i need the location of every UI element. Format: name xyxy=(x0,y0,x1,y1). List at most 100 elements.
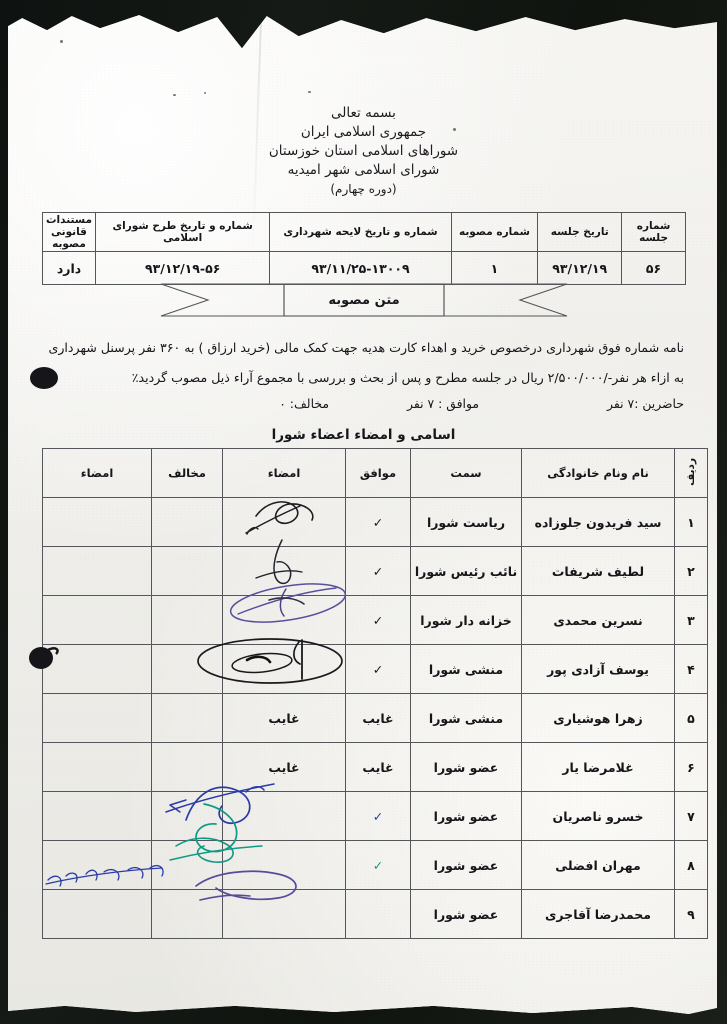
count-oppose: مخالف: ۰ xyxy=(279,396,329,411)
cell-signature-oppose xyxy=(42,889,152,939)
cell-signature-oppose xyxy=(42,497,152,547)
cell-signature-agree xyxy=(222,497,346,547)
table-row: ۳ نسرین محمدی خزانه دار شورا ✓ xyxy=(42,595,708,645)
table-row: ۱ سید فریدون جلوزاده ریاست شورا ✓ xyxy=(42,497,708,547)
cell-signature-agree xyxy=(222,546,346,596)
cell-agree-mark: ✓ xyxy=(345,840,411,890)
paper-speck xyxy=(308,91,311,93)
cell-position: عضو شورا xyxy=(410,742,522,792)
cell-row-number: ۵ xyxy=(674,693,708,743)
letterhead-line-2: جمهوری اسلامی ایران xyxy=(300,124,427,140)
cell-oppose-mark xyxy=(151,840,223,890)
paper-speck xyxy=(173,94,176,96)
cell-row-number: ۶ xyxy=(674,742,708,792)
col-header-position: سمت xyxy=(410,448,522,498)
cell-position: عضو شورا xyxy=(410,791,522,841)
cell-row-number: ۱ xyxy=(674,497,708,547)
resolution-text-ribbon: متن مصوبه xyxy=(160,283,568,317)
col-header-oppose: مخالف xyxy=(151,448,223,498)
letterhead-line-4: شورای اسلامی شهر امیدیه xyxy=(287,162,440,178)
paper-speck xyxy=(204,92,206,94)
cell-position: ریاست شورا xyxy=(410,497,522,547)
cell-signature-oppose xyxy=(42,693,152,743)
cell-oppose-mark xyxy=(151,791,223,841)
cell-signature-agree xyxy=(222,644,346,694)
signature-header-row: ردیف نام ونام خانوادگی سمت موافق امضاء م… xyxy=(42,448,708,498)
cell-signature-oppose xyxy=(42,791,152,841)
meta-header-resolution-number: شماره مصوبه xyxy=(450,212,539,252)
letterhead-line-5: (دوره چهارم) xyxy=(330,182,397,196)
meta-value-municipality-bill: ۹۳/۱۱/۲۵-۱۳۰۰۹ xyxy=(269,251,452,285)
meta-header-session-number: شماره جلسه xyxy=(621,212,686,252)
cell-signature-agree xyxy=(222,791,346,841)
cell-oppose-mark xyxy=(151,497,223,547)
col-header-agree: موافق xyxy=(345,448,411,498)
meta-header-legal-documents: مستندات قانونی مصوبه xyxy=(42,212,96,252)
cell-signature-agree: غایب xyxy=(222,742,346,792)
cell-agree-mark: ✓ xyxy=(345,595,411,645)
count-agree: موافق : ۷ نفر xyxy=(407,396,479,411)
meta-header-row: شماره جلسه تاریخ جلسه شماره مصوبه شماره … xyxy=(42,212,686,252)
cell-full-name: غلامرضا یار xyxy=(521,742,675,792)
col-header-row-number: ردیف xyxy=(674,448,708,498)
meta-header-council-plan: شماره و تاریخ طرح شورای اسلامی xyxy=(94,212,271,252)
cell-full-name: سید فریدون جلوزاده xyxy=(521,497,675,547)
cell-agree-mark: ✓ xyxy=(345,791,411,841)
resolution-body-line-2: به ازاء هر نفر-/۲/۵۰۰/۰۰۰ ریال در جلسه م… xyxy=(131,370,684,385)
table-row: ۹ محمدرضا آقاجری عضو شورا xyxy=(42,889,708,939)
cell-row-number: ۷ xyxy=(674,791,708,841)
cell-oppose-mark xyxy=(151,742,223,792)
resolution-body-line-1: نامه شماره فوق شهرداری درخصوص خرید و اهد… xyxy=(48,340,684,355)
cell-agree-mark: ✓ xyxy=(345,546,411,596)
cell-position: منشی شورا xyxy=(410,644,522,694)
table-row: ۲ لطیف شریفات نائب رئیس شورا ✓ xyxy=(42,546,708,596)
cell-full-name: نسرین محمدی xyxy=(521,595,675,645)
letterhead: بسمه تعالی جمهوری اسلامی ایران شوراهای ا… xyxy=(0,104,727,199)
cell-agree-mark: غایب xyxy=(345,742,411,792)
letterhead-line-3: شوراهای اسلامی استان خوزستان xyxy=(268,143,459,159)
cell-agree-mark: غایب xyxy=(345,693,411,743)
signature-section-title: اسامی و امضاء اعضاء شورا xyxy=(271,427,456,443)
col-header-row-number-label: ردیف xyxy=(685,457,697,486)
cell-row-number: ۸ xyxy=(674,840,708,890)
cell-row-number: ۲ xyxy=(674,546,708,596)
col-header-full-name: نام ونام خانوادگی xyxy=(521,448,675,498)
vote-counts: حاضرین :۷ نفر موافق : ۷ نفر مخالف: ۰ xyxy=(44,396,684,418)
paper-speck xyxy=(453,128,456,131)
cell-full-name: زهرا هوشیاری xyxy=(521,693,675,743)
table-row: ۵ زهرا هوشیاری منشی شورا غایب غایب xyxy=(42,693,708,743)
cell-full-name: خسرو ناصریان xyxy=(521,791,675,841)
letterhead-line-1: بسمه تعالی xyxy=(331,105,396,121)
cell-agree-mark: ✓ xyxy=(345,497,411,547)
table-row: ۷ خسرو ناصریان عضو شورا ✓ xyxy=(42,791,708,841)
meta-value-session-date: ۹۳/۱۲/۱۹ xyxy=(537,251,623,285)
paper-speck xyxy=(60,40,63,43)
meta-header-municipality-bill: شماره و تاریخ لایحه شهرداری xyxy=(269,212,452,252)
cell-position: خزانه دار شورا xyxy=(410,595,522,645)
cell-signature-agree: غایب xyxy=(222,693,346,743)
table-row: ۴ یوسف آزادی پور منشی شورا ✓ xyxy=(42,644,708,694)
cell-full-name: محمدرضا آقاجری xyxy=(521,889,675,939)
cell-position: عضو شورا xyxy=(410,840,522,890)
table-row: ۶ غلامرضا یار عضو شورا غایب غایب xyxy=(42,742,708,792)
cell-oppose-mark xyxy=(151,546,223,596)
signature-table: ردیف نام ونام خانوادگی سمت موافق امضاء م… xyxy=(42,448,708,939)
cell-signature-agree xyxy=(222,889,346,939)
ribbon-label: متن مصوبه xyxy=(328,292,400,308)
meeting-meta-table: شماره جلسه تاریخ جلسه شماره مصوبه شماره … xyxy=(42,212,686,285)
cell-signature-oppose xyxy=(42,595,152,645)
paper-speck xyxy=(338,136,340,138)
meta-header-session-date: تاریخ جلسه xyxy=(537,212,623,252)
cell-agree-mark xyxy=(345,889,411,939)
cell-row-number: ۴ xyxy=(674,644,708,694)
cell-full-name: لطیف شریفات xyxy=(521,546,675,596)
count-present: حاضرین :۷ نفر xyxy=(607,396,684,411)
cell-signature-agree xyxy=(222,595,346,645)
cell-signature-oppose xyxy=(42,742,152,792)
resolution-body: نامه شماره فوق شهرداری درخصوص خرید و اهد… xyxy=(44,333,684,393)
meta-value-session-number: ۵۶ xyxy=(621,251,686,285)
cell-oppose-mark xyxy=(151,889,223,939)
cell-signature-oppose xyxy=(42,644,152,694)
cell-position: نائب رئیس شورا xyxy=(410,546,522,596)
